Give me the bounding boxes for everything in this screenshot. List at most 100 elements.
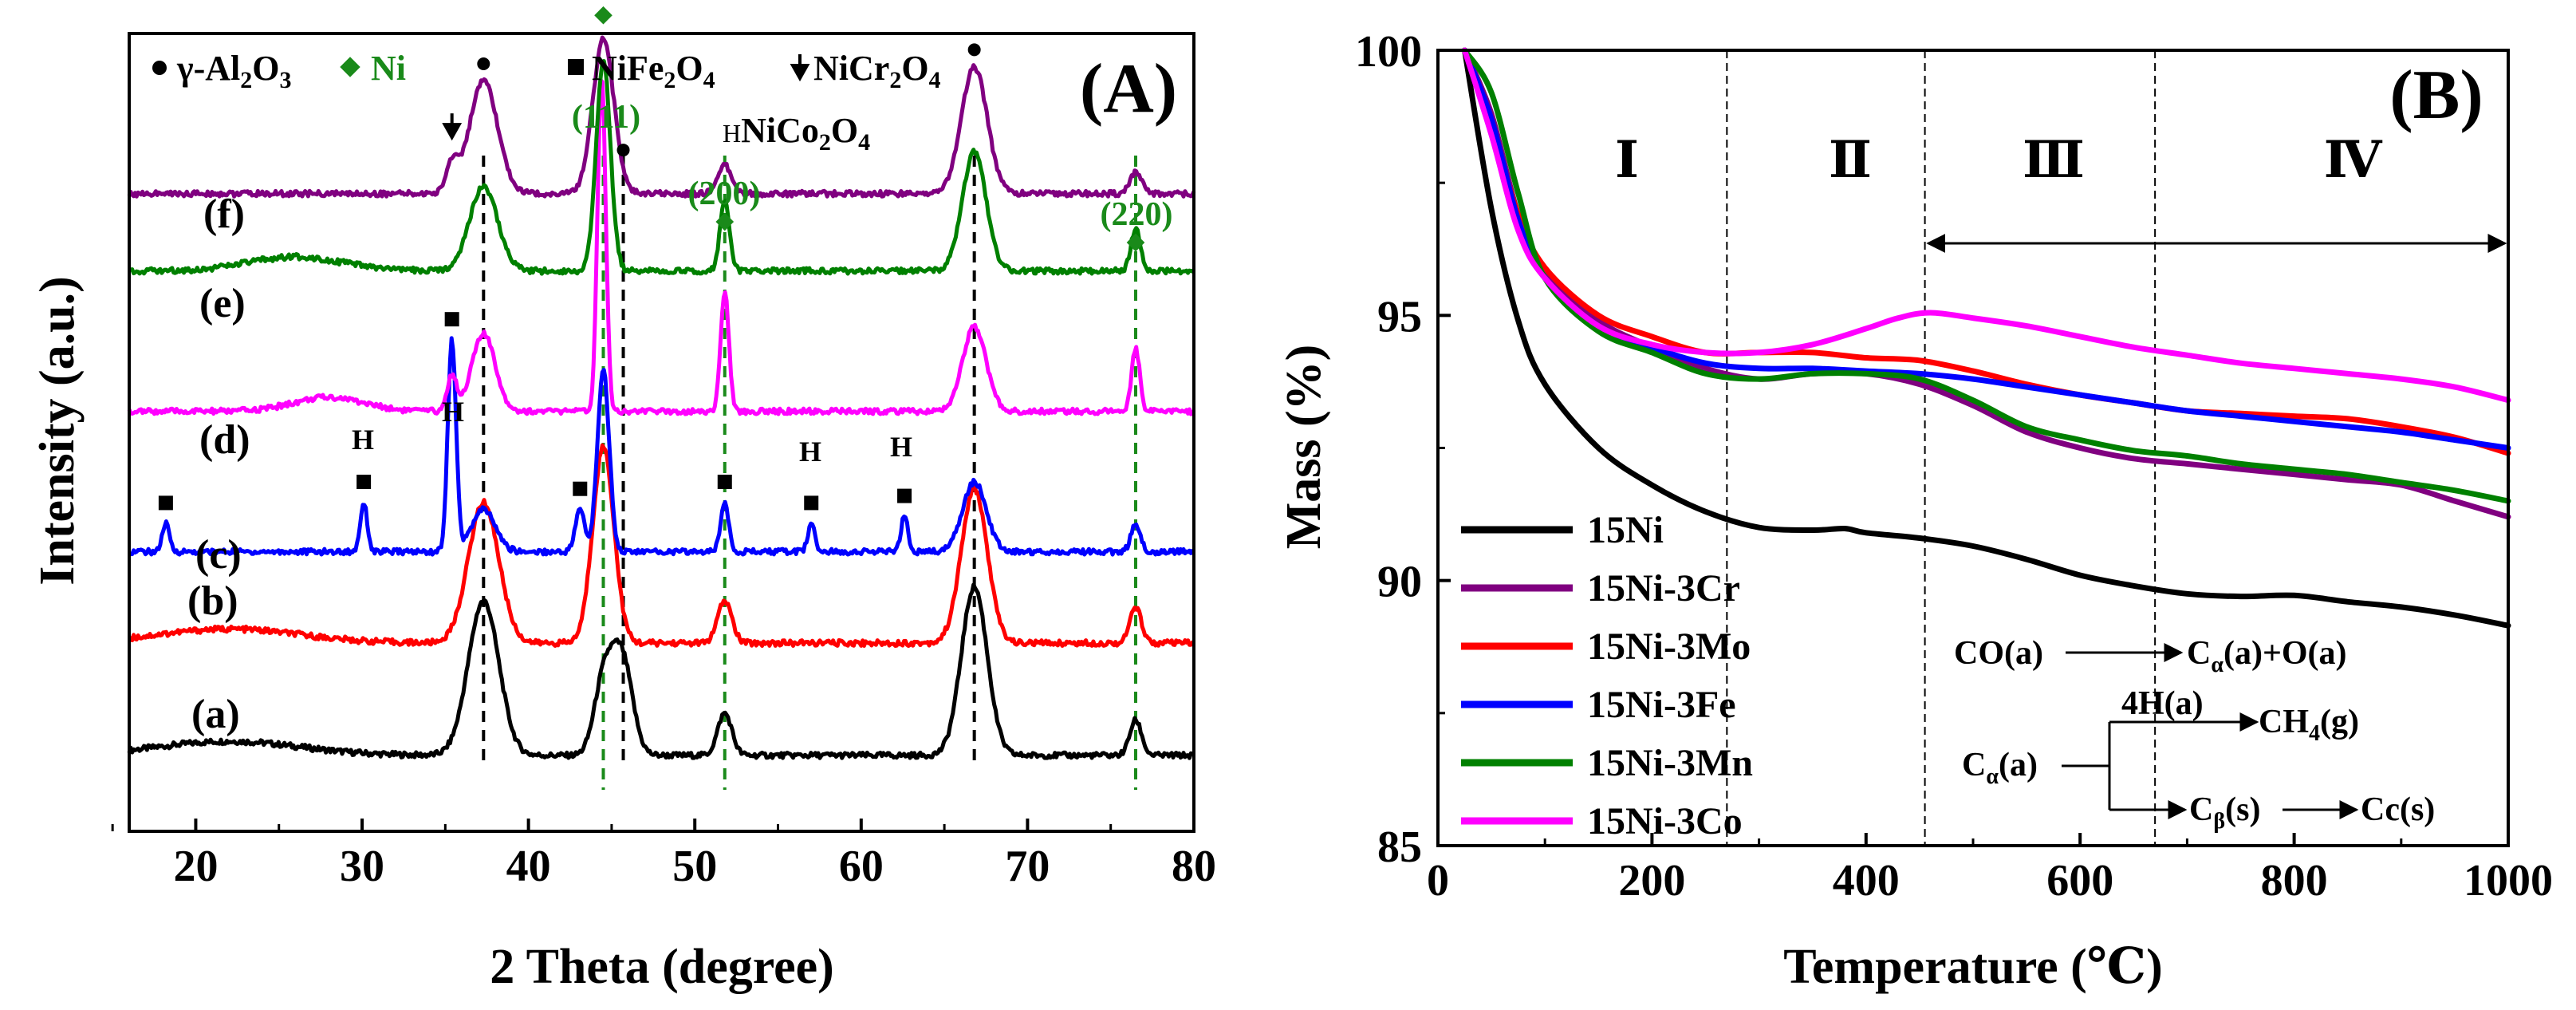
tga-series-15ni-3mo — [1462, 47, 2511, 456]
panel-b-x-tick-label: 400 — [1833, 856, 1900, 905]
al2o3-peak-marker — [967, 43, 981, 57]
panel-a-y-label: Intensity (a.u.) — [30, 276, 85, 586]
panel-a-x-tick-label: 70 — [1005, 842, 1050, 891]
nife-peak-marker — [444, 312, 459, 327]
panel-a-x-tick-label: 80 — [1172, 842, 1216, 891]
region-label-3: Ⅲ — [2023, 132, 2085, 188]
panel-a-tag: (A) — [1080, 50, 1177, 128]
legend-nife: NiFe2O4 — [592, 49, 715, 93]
mech-calpha-o: Cα(a)+O(a) — [2187, 635, 2347, 677]
legend-label-15ni-3fe: 15Ni-3Fe — [1587, 684, 1736, 726]
panel-a-phase-markers — [158, 6, 1145, 511]
tga-series-15ni-3fe — [1462, 47, 2511, 451]
panel-a-legend: γ-Al2O3 Ni NiFe2O4 NiCr2O4 HNiCo2O4 — [152, 49, 941, 156]
legend-label-15ni-3cr: 15Ni-3Cr — [1587, 567, 1740, 610]
panel-b-y-tick-label: 100 — [1355, 27, 1422, 77]
ni-peak-marker — [715, 212, 735, 231]
mech-ch4: CH4(g) — [2259, 704, 2359, 746]
panel-b-series — [1462, 47, 2511, 629]
panel-a-reference-lines — [482, 156, 1137, 790]
legend-nicr-marker — [790, 54, 810, 82]
legend-nico: HNiCo2O4 — [723, 111, 870, 156]
sample-label-e: (e) — [199, 281, 246, 326]
region-label-4: Ⅳ — [2324, 132, 2383, 188]
panel-b-x-tick-label: 600 — [2046, 856, 2113, 905]
panel-b-tag: (B) — [2389, 57, 2483, 134]
panel-b-y-ticks: 85 90 95 100 — [1355, 27, 1451, 872]
panel-a-x-tick-label: 60 — [839, 842, 884, 891]
xrd-series-a — [127, 582, 1195, 760]
hkl-111-label: (111) — [572, 99, 640, 136]
panel-b-x-tick-label: 1000 — [2464, 856, 2553, 905]
nife-peak-marker — [356, 475, 372, 489]
tga-series-15ni — [1462, 47, 2511, 629]
xrd-series-d — [127, 78, 1196, 416]
panel-b-y-tick-label: 85 — [1377, 823, 1422, 872]
legend-label-15ni-3co: 15Ni-3Co — [1587, 800, 1743, 842]
panel-a-x-tick-label: 50 — [672, 842, 717, 891]
nife-peak-marker — [717, 475, 732, 489]
mech-co-a: CO(a) — [1954, 635, 2043, 672]
legend-nife-marker — [568, 59, 584, 75]
ni-peak-marker — [1126, 233, 1145, 252]
sample-label-f: (f) — [203, 191, 245, 237]
panel-b-x-tick-label: 200 — [1618, 856, 1685, 905]
panel-b-x-ticks: 0 200 400 600 800 1000 — [1427, 833, 2553, 905]
region-label-1: Ⅰ — [1615, 132, 1639, 188]
legend-label-15ni-3mn: 15Ni-3Mn — [1587, 742, 1753, 784]
nicr-peak-marker — [442, 113, 463, 141]
hkl-200-label: (200) — [688, 176, 761, 212]
sample-label-c: (c) — [195, 532, 242, 578]
region-label-2: Ⅱ — [1829, 132, 1872, 188]
panel-b-y-tick-label: 90 — [1377, 558, 1422, 607]
nife-peak-marker — [573, 481, 588, 496]
legend-ni-marker — [340, 57, 360, 77]
mech-4h: 4H(a) — [2121, 685, 2204, 722]
legend-al2o3: γ-Al2O3 — [176, 49, 291, 93]
panel-a-series — [127, 35, 1196, 760]
xrd-series-e — [128, 59, 1196, 276]
panel-a-x-tick-label: 20 — [173, 842, 218, 891]
tga-series-15ni-3co — [1462, 47, 2511, 404]
nife-peak-marker — [804, 495, 819, 511]
legend-label-15ni: 15Ni — [1587, 509, 1664, 551]
sample-label-b: (b) — [187, 578, 238, 624]
nife-peak-marker — [897, 488, 912, 503]
legend-ni: Ni — [371, 49, 406, 88]
tga-series-15ni-3mn — [1462, 47, 2511, 504]
panel-b-legend: 15Ni 15Ni-3Cr 15Ni-3Mo 15Ni-3Fe 15Ni-3Mn 15Ni… — [1461, 509, 1753, 842]
legend-nicr: NiCr2O4 — [813, 49, 941, 93]
sample-label-d: (d) — [199, 417, 250, 463]
al2o3-peak-marker — [616, 144, 630, 157]
panel-a-xrd: 20 30 40 50 60 70 80 2 Theta (degree) Intensit… — [30, 6, 1216, 994]
panel-a-x-tick-label: 30 — [340, 842, 384, 891]
panel-b-x-label: Temperature (℃) — [1783, 940, 2162, 994]
tga-series-15ni-3cr — [1462, 47, 2511, 520]
legend-al2o3-marker — [152, 61, 167, 75]
sample-label-a: (a) — [191, 692, 240, 737]
xrd-series-b — [128, 443, 1195, 648]
panel-a-x-label: 2 Theta (degree) — [490, 940, 834, 994]
panel-b-x-tick-label: 0 — [1427, 856, 1449, 905]
mech-calpha-a: Cα(a) — [1962, 747, 2038, 789]
mechanism-scheme: CO(a) Cα(a)+O(a) Cα(a) 4H(a) CH4(g) Cβ(s… — [1954, 635, 2435, 834]
panel-b-x-tick-label: 800 — [2261, 856, 2328, 905]
panel-a-x-tick-label: 40 — [506, 842, 551, 891]
ni-peak-marker — [594, 6, 612, 25]
panel-a-frame — [128, 32, 1195, 833]
panel-a-x-ticks: 20 30 40 50 60 70 80 — [111, 819, 1216, 891]
xrd-series-c — [128, 336, 1195, 557]
mech-cc: Cc(s) — [2361, 791, 2435, 828]
panel-b-y-label: Mass (%) — [1277, 345, 1331, 550]
nife-peak-marker — [158, 495, 173, 511]
panel-b-tga: 0 200 400 600 800 1000 85 90 95 100 Temperature … — [1277, 27, 2553, 994]
h-mark-4: H — [890, 431, 912, 463]
xrd-series-f — [127, 35, 1196, 199]
panel-b-region-lines — [1726, 50, 2507, 846]
legend-label-15ni-3mo: 15Ni-3Mo — [1587, 625, 1751, 668]
h-mark-1: H — [352, 424, 374, 456]
h-mark-3: H — [799, 436, 821, 468]
panel-b-y-tick-label: 95 — [1377, 292, 1422, 341]
hkl-220-label: (220) — [1101, 196, 1173, 233]
